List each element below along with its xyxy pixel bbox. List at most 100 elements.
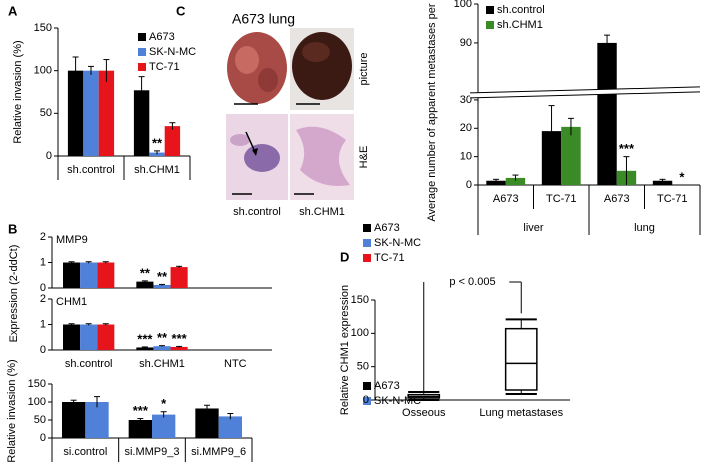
bar — [152, 414, 176, 438]
legend-swatch — [363, 224, 371, 232]
panel-letter: C — [176, 3, 186, 18]
y-tick-label: 50 — [357, 361, 369, 373]
image-title: A673 lung — [232, 11, 295, 27]
y-tick-label: 50 — [34, 414, 46, 426]
legend-label: TC-71 — [374, 252, 405, 264]
significance: *** — [172, 331, 188, 346]
group-label: liver — [523, 222, 544, 234]
bar — [153, 284, 171, 288]
y-tick-label: 2 — [40, 231, 46, 243]
bar — [561, 126, 581, 185]
significance: * — [679, 169, 685, 184]
significance: ** — [140, 265, 151, 280]
significance: ** — [157, 269, 168, 284]
group-label: lung — [634, 222, 655, 234]
legend-label: sh.control — [497, 4, 545, 16]
bar — [218, 416, 242, 438]
y-tick-label: 10 — [460, 151, 472, 163]
panel-letter: B — [8, 221, 17, 236]
significance: ** — [152, 135, 163, 150]
x-tick-label: si.control — [63, 446, 107, 458]
bar — [136, 281, 154, 288]
panel-letter: A — [8, 3, 18, 18]
y-tick-label: 150 — [28, 378, 46, 390]
y-tick-label: 1 — [40, 256, 46, 268]
y-tick-label: 150 — [34, 22, 52, 34]
axis-break — [469, 91, 701, 99]
bar — [97, 324, 115, 350]
bar — [652, 180, 673, 185]
x-tick-label: sh.control — [67, 164, 115, 176]
significance: *** — [137, 331, 153, 346]
y-tick-label: 0 — [40, 344, 46, 356]
bar — [505, 177, 526, 185]
y-tick-label: 100 — [34, 65, 52, 77]
x-tick-label: A673 — [493, 193, 519, 205]
legend-swatch — [138, 33, 146, 41]
legend-label: TC-71 — [149, 61, 180, 73]
y-axis-label: Relative CHM1 expression — [339, 285, 351, 415]
x-tick-label: Lung metastases — [479, 407, 563, 419]
subplot-title: CHM1 — [56, 296, 87, 308]
y-tick-label: 100 — [28, 396, 46, 408]
bar — [153, 346, 171, 350]
legend-label: SK-N-MC — [374, 237, 421, 249]
y-tick-label: 0 — [46, 150, 52, 162]
bar — [164, 126, 181, 156]
bar — [136, 347, 154, 350]
bar — [170, 267, 188, 288]
panel-letter: D — [340, 249, 349, 264]
arrow-head — [252, 148, 258, 156]
bar — [63, 262, 81, 288]
legend-swatch — [363, 239, 371, 247]
axis-break — [470, 86, 700, 98]
y-tick-label: 0 — [466, 179, 472, 191]
bar — [67, 70, 84, 156]
significance: ** — [157, 330, 168, 345]
subplot-title: MMP9 — [56, 234, 88, 246]
box — [504, 327, 538, 391]
y-tick-label: 30 — [460, 94, 472, 106]
x-tick-label: Osseous — [402, 407, 446, 419]
legend-label: SK-N-MC — [149, 46, 196, 58]
lung-photo — [302, 42, 330, 62]
bar — [85, 402, 109, 438]
y-axis-label: Expression (2-ddCt) — [8, 245, 20, 343]
lung-photo — [227, 32, 287, 104]
x-tick-label: TC-71 — [657, 193, 688, 205]
y-tick-label: 50 — [40, 107, 52, 119]
tissue — [230, 134, 250, 146]
x-tick-label: TC-71 — [546, 193, 577, 205]
lung-photo — [235, 46, 259, 74]
legend-label: A673 — [374, 380, 400, 392]
bar — [63, 324, 81, 350]
legend-swatch — [363, 382, 371, 390]
y-axis-label: Average number of apparent metastases pe… — [426, 0, 438, 222]
col-label: sh.control — [233, 206, 281, 218]
y-tick-label: 2 — [40, 293, 46, 305]
bar — [62, 402, 86, 438]
bar — [128, 420, 152, 438]
legend-label: A673 — [149, 31, 175, 43]
x-tick-label: si.MMP9_3 — [124, 446, 179, 458]
bar — [80, 324, 98, 350]
y-tick-label: 150 — [351, 294, 369, 306]
tissue — [296, 126, 350, 186]
y-tick-label: 90 — [460, 37, 472, 49]
lung-photo — [258, 68, 278, 92]
significance: *** — [619, 141, 635, 156]
image-grid — [226, 28, 354, 200]
tumor — [244, 144, 280, 172]
y-tick-label: 0 — [40, 432, 46, 444]
x-tick-label: si.MMP9_6 — [191, 446, 246, 458]
bar — [597, 42, 617, 185]
y-tick-label: 100 — [351, 327, 369, 339]
y-axis-label: Relative invasion (%) — [6, 359, 18, 462]
legend-swatch — [138, 48, 146, 56]
legend-swatch — [138, 63, 146, 71]
bar — [97, 262, 115, 288]
y-tick-label: 100 — [454, 0, 472, 10]
x-tick-label: NTC — [224, 358, 247, 370]
bar — [541, 131, 562, 185]
bar — [80, 262, 98, 288]
